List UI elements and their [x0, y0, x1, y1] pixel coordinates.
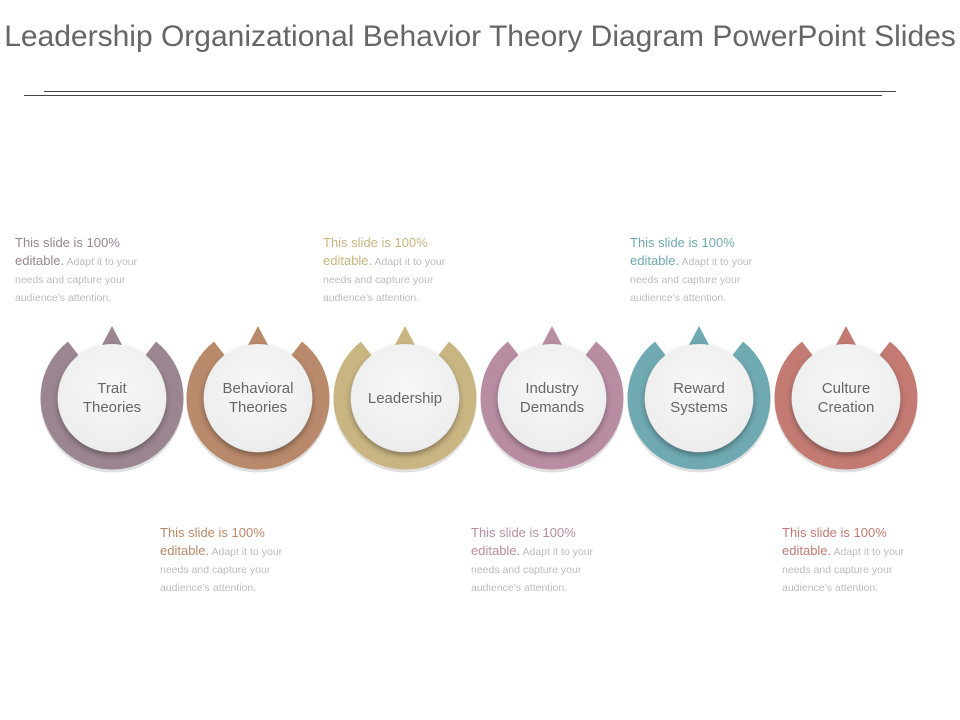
node-reward-systems: Reward Systems — [627, 326, 773, 476]
note-body: Adapt it to your needs and capture your … — [323, 256, 446, 304]
ring-arc — [333, 341, 477, 470]
node-circle: Industry Demands — [498, 344, 606, 452]
node-circle: Culture Creation — [792, 344, 900, 452]
note-lead: This slide is 100% editable. Adapt it to … — [323, 234, 473, 306]
note-editable: editable. — [15, 253, 65, 268]
note-body: Adapt it to your needs and capture your … — [15, 256, 138, 304]
node-culture-creation: Culture Creation — [774, 326, 920, 476]
node-label: Trait Theories — [82, 380, 142, 416]
title-underline-bottom — [24, 95, 882, 96]
note-body: Adapt it to your needs and capture your … — [471, 546, 594, 594]
note-trait-theories: This slide is 100% editable. Adapt it to … — [15, 234, 165, 306]
note-body: Adapt it to your needs and capture your … — [160, 546, 283, 594]
node-label: Industry Demands — [519, 380, 585, 416]
ring-pointer — [102, 326, 122, 345]
note-lead: This slide is 100% editable. Adapt it to … — [782, 524, 932, 596]
note-line1: This slide is 100% — [782, 525, 887, 540]
ring-shape — [333, 326, 477, 473]
note-reward-systems: This slide is 100% editable. Adapt it to … — [630, 234, 780, 306]
note-editable: editable. — [323, 253, 373, 268]
note-editable: editable. — [782, 543, 832, 558]
note-lead: This slide is 100% editable. Adapt it to … — [471, 524, 621, 596]
ring-arc — [774, 341, 918, 470]
ring-pointer — [836, 326, 856, 345]
note-line1: This slide is 100% — [630, 235, 735, 250]
note-lead: This slide is 100% editable. Adapt it to … — [160, 524, 310, 596]
node-circle: Behavioral Theories — [204, 344, 312, 452]
ring-shape — [186, 326, 330, 473]
note-body: Adapt it to your needs and capture your … — [782, 546, 905, 594]
ring-shape — [40, 326, 184, 473]
note-editable: editable. — [471, 543, 521, 558]
title-underline-top — [44, 91, 896, 92]
node-trait-theories: Trait Theories — [40, 326, 186, 476]
node-leadership: Leadership — [333, 326, 479, 476]
node-label: Culture Creation — [817, 380, 875, 416]
ring-arc — [186, 341, 330, 470]
note-line1: This slide is 100% — [323, 235, 428, 250]
node-industry-demands: Industry Demands — [480, 326, 626, 476]
note-behavioral-theories: This slide is 100% editable. Adapt it to … — [160, 524, 310, 596]
ring-pointer — [689, 326, 709, 345]
note-line1: This slide is 100% — [471, 525, 576, 540]
ring-arc — [627, 341, 771, 470]
ring-shape — [480, 326, 624, 473]
node-label: Behavioral Theories — [222, 380, 294, 416]
note-industry-demands: This slide is 100% editable. Adapt it to … — [471, 524, 621, 596]
node-label: Leadership — [367, 389, 443, 407]
ring-pointer — [542, 326, 562, 345]
note-lead: This slide is 100% editable. Adapt it to … — [15, 234, 165, 306]
ring-shape — [627, 326, 771, 473]
node-behavioral-theories: Behavioral Theories — [186, 326, 332, 476]
note-editable: editable. — [630, 253, 680, 268]
node-label: Reward Systems — [670, 380, 728, 416]
ring-pointer — [248, 326, 268, 345]
node-circle: Leadership — [351, 344, 459, 452]
note-lead: This slide is 100% editable. Adapt it to … — [630, 234, 780, 306]
slide-title: Leadership Organizational Behavior Theor… — [4, 20, 956, 53]
ring-arc — [480, 341, 624, 470]
note-line1: This slide is 100% — [160, 525, 265, 540]
note-editable: editable. — [160, 543, 210, 558]
node-circle: Trait Theories — [58, 344, 166, 452]
ring-shape — [774, 326, 918, 473]
ring-arc — [40, 341, 184, 470]
note-culture-creation: This slide is 100% editable. Adapt it to … — [782, 524, 932, 596]
ring-pointer — [395, 326, 415, 345]
note-leadership: This slide is 100% editable. Adapt it to … — [323, 234, 473, 306]
note-line1: This slide is 100% — [15, 235, 120, 250]
note-body: Adapt it to your needs and capture your … — [630, 256, 753, 304]
node-circle: Reward Systems — [645, 344, 753, 452]
